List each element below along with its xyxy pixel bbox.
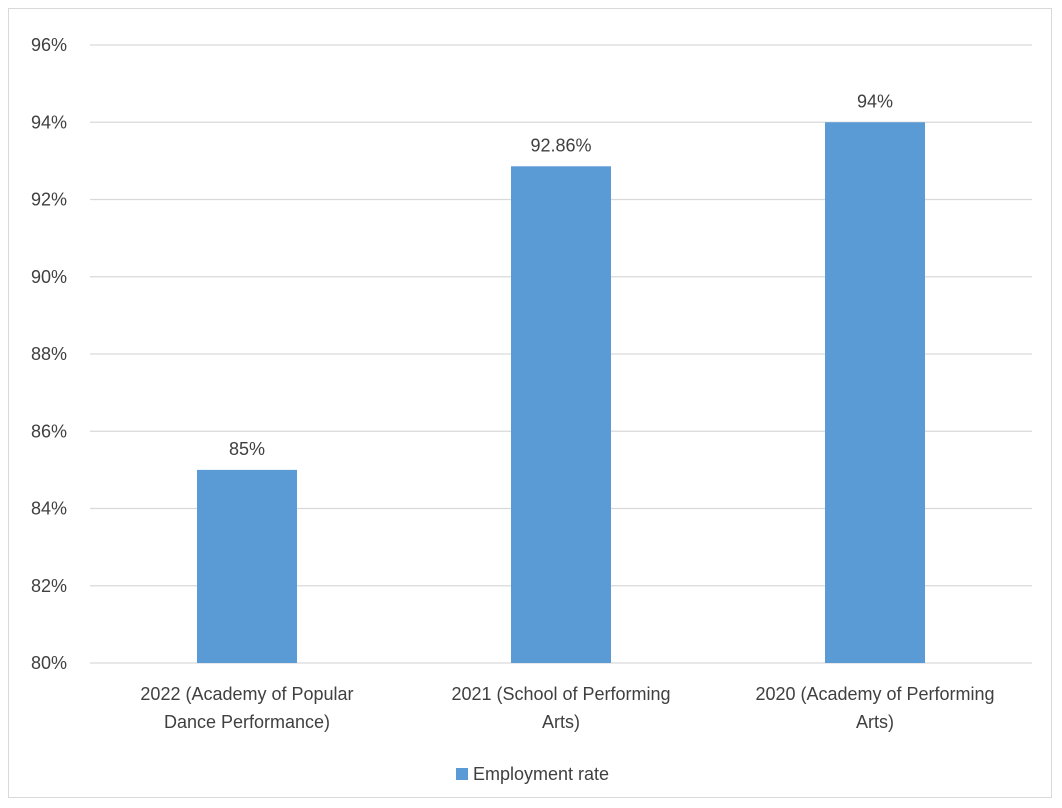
bar [197, 469, 297, 663]
y-tick-label: 96% [31, 35, 67, 55]
legend: Employment rate [456, 764, 609, 784]
data-label: 94% [857, 91, 893, 111]
legend-label-employment-rate: Employment rate [473, 764, 609, 784]
x-axis-category-labels: 2022 (Academy of Popular Dance Performanc… [140, 684, 994, 732]
bar [825, 122, 925, 663]
y-tick-label: 80% [31, 653, 67, 673]
y-tick-label: 88% [31, 344, 67, 364]
y-tick-label: 82% [31, 576, 67, 596]
y-tick-label: 92% [31, 190, 67, 210]
y-tick-label: 86% [31, 421, 67, 441]
y-tick-label: 90% [31, 267, 67, 287]
x-category-label: 2021 (School of Performing Arts) [451, 684, 670, 732]
bar [511, 166, 611, 663]
y-tick-label: 84% [31, 499, 67, 519]
x-category-label: 2020 (Academy of Performing Arts) [755, 684, 994, 732]
bars [197, 122, 925, 663]
legend-swatch-employment-rate [456, 768, 468, 780]
data-label: 85% [229, 439, 265, 459]
y-tick-label: 94% [31, 112, 67, 132]
data-label: 92.86% [530, 135, 591, 155]
data-labels: 85% 92.86% 94% [229, 91, 893, 459]
y-axis-tick-labels: 80% 82% 84% 86% 88% 90% 92% 94% 96% [31, 35, 67, 673]
x-category-label: 2022 (Academy of Popular Dance Performanc… [140, 684, 353, 732]
